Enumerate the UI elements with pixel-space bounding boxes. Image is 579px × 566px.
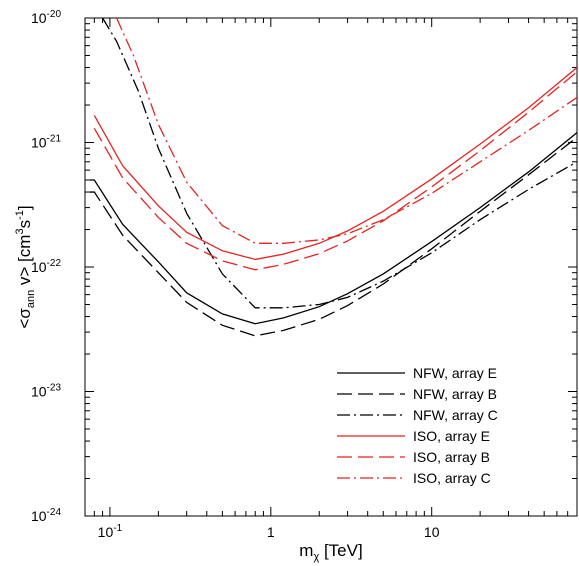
x-tick-label: 10-1 — [98, 523, 123, 540]
legend-label: ISO, array E — [413, 428, 490, 444]
legend-label: NFW, array B — [413, 386, 497, 402]
series-line-1 — [89, 132, 577, 325]
y-tick-label: 10-23 — [31, 383, 61, 400]
series-lines — [89, 18, 577, 337]
series-line-2 — [89, 136, 577, 337]
y-tick-label: 10-24 — [31, 507, 61, 524]
y-tick-label: 10-21 — [31, 134, 61, 151]
x-tick-label: 10 — [424, 524, 440, 540]
x-axis-label: mχ [TeV] — [299, 541, 362, 563]
legend: NFW, array E NFW, array B NFW, array C ISO,… — [337, 365, 498, 486]
y-axis-label: <σann v> [cm3s-1] — [14, 205, 37, 328]
series-line-5 — [93, 71, 577, 271]
y-tick-label: 10-20 — [31, 9, 61, 26]
series-line-3 — [102, 18, 577, 309]
series-line-4 — [93, 67, 577, 261]
legend-label: NFW, array E — [413, 365, 497, 381]
x-tick-label: 1 — [267, 524, 275, 540]
legend-label: ISO, array B — [413, 449, 490, 465]
axis-ticks: 10-1 1 10 10-24 10-23 10-22 10-21 10-20 — [31, 9, 578, 540]
legend-label: ISO, array C — [413, 470, 491, 486]
series-line-6 — [115, 18, 577, 244]
legend-label: NFW, array C — [413, 407, 498, 423]
y-tick-label: 10-22 — [31, 258, 61, 275]
